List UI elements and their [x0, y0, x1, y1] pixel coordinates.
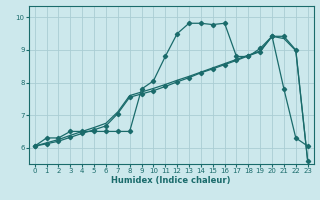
X-axis label: Humidex (Indice chaleur): Humidex (Indice chaleur) — [111, 176, 231, 185]
